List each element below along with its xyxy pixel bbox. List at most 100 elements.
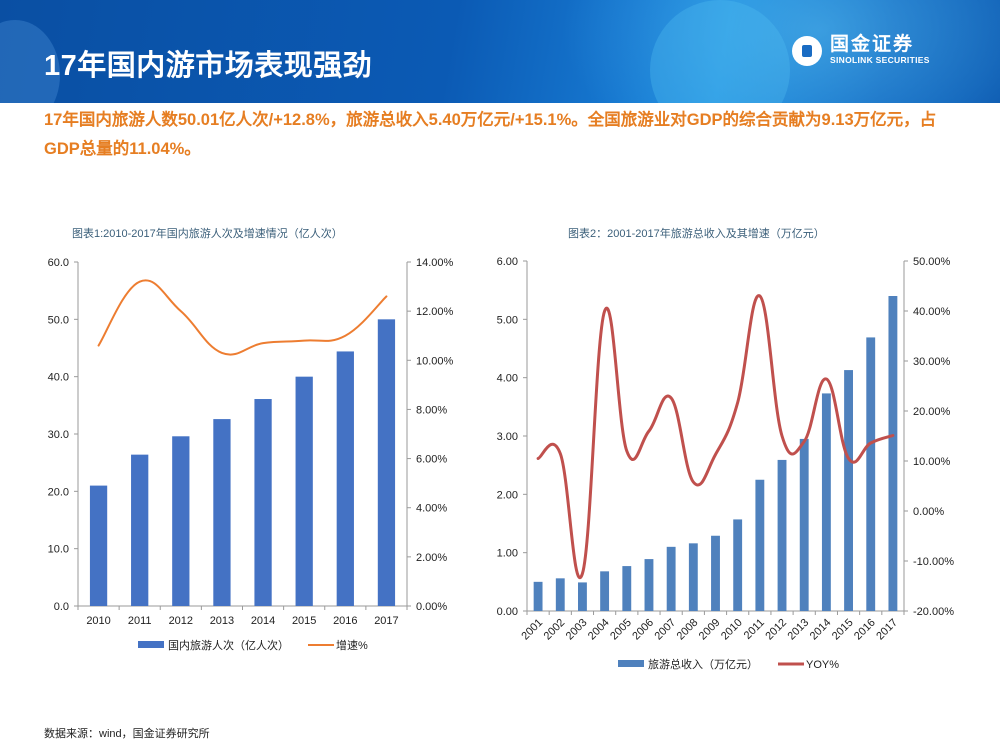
chart2-bar: [777, 459, 787, 611]
chart1-right-tick-label: 10.00%: [416, 355, 454, 367]
chart1-tourists: 0.0 10.0 20.0 30.0 40.0 50.0 60.0 0.00% 2.00% 4.0…: [48, 257, 454, 652]
chart2-right-tick-label: 30.00%: [913, 356, 951, 368]
chart1-legend-bar-label: 国内旅游人次（亿人次）: [168, 638, 289, 652]
chart2-x-label: 2004: [586, 617, 612, 643]
logo-name-cn: 国金证券: [830, 34, 915, 55]
chart1-bar: [254, 399, 272, 606]
chart1-left-tick-label: 40.0: [48, 372, 69, 384]
header-banner: 17年国内游市场表现强劲 国金证券 SINOLINK SECURITIES: [0, 0, 1000, 103]
banner-decoration: [560, 0, 1000, 103]
chart1-x-label: 2012: [169, 615, 193, 627]
chart1-right-tick-label: 8.00%: [416, 404, 447, 416]
logo-name-en: SINOLINK SECURITIES: [830, 55, 930, 65]
chart2-revenue: 0.00 1.00 2.00 3.00 4.00 5.00 6.00 -20.00% -10.0…: [497, 256, 955, 671]
chart1-left-tick-label: 30.0: [48, 429, 69, 441]
chart2-left-tick-label: 0.00: [497, 606, 518, 618]
chart1-right-tick-label: 6.00%: [416, 454, 447, 466]
chart2-x-label: 2017: [874, 617, 900, 643]
chart1-bar: [336, 351, 354, 606]
chart1-bar: [131, 454, 149, 606]
chart2-left-tick-label: 3.00: [497, 431, 518, 443]
chart2-bar: [578, 582, 587, 611]
chart2-legend-bar-label: 旅游总收入（万亿元）: [648, 657, 758, 671]
data-source: 数据来源：wind，国金证券研究所: [44, 728, 210, 740]
chart2-x-label: 2009: [697, 617, 723, 643]
chart2-left-tick-label: 4.00: [497, 373, 518, 385]
chart1-left-tick-label: 10.0: [48, 544, 69, 556]
chart1-right-tick-label: 0.00%: [416, 601, 447, 613]
chart2-bar: [755, 479, 765, 611]
chart1-right-tick-label: 2.00%: [416, 552, 447, 564]
chart1-right-tick-label: 12.00%: [416, 306, 454, 318]
chart1-bar: [172, 436, 190, 606]
chart1-left-tick-label: 60.0: [48, 257, 69, 269]
chart1-x-label: 2016: [333, 615, 357, 627]
chart2-left-tick-label: 1.00: [497, 548, 518, 560]
chart2-bar: [733, 519, 743, 611]
chart1-legend-line-label: 增速%: [336, 638, 368, 652]
chart1-legend-bar-swatch: [138, 641, 164, 648]
chart2-left-tick-label: 5.00: [497, 314, 518, 326]
summary-text: 17年国内旅游人数50.01亿人次/+12.8%，旅游总收入5.40万亿元/+1…: [44, 111, 937, 158]
chart2-bar: [533, 581, 543, 611]
chart2-bar: [866, 337, 876, 611]
chart1-bar: [377, 319, 396, 606]
chart2-bar: [711, 535, 720, 611]
chart2-bar: [600, 571, 610, 611]
chart2-x-label: 2005: [608, 617, 634, 643]
chart2-right-tick-label: 40.00%: [913, 306, 951, 318]
chart2-x-label: 2007: [652, 617, 678, 643]
chart1-x-label: 2010: [86, 615, 110, 627]
chart2-bar: [688, 543, 698, 611]
chart2-x-label: 2001: [519, 617, 545, 643]
chart1-right-tick-label: 14.00%: [416, 257, 454, 269]
chart2-right-tick-label: -10.00%: [913, 556, 954, 568]
chart2-right-tick-label: 10.00%: [913, 456, 951, 468]
page-title: 17年国内游市场表现强劲: [44, 50, 373, 82]
chart2-x-label: 2010: [719, 617, 745, 643]
chart2-right-tick-label: 50.00%: [913, 256, 951, 268]
company-logo: 国金证券 SINOLINK SECURITIES: [792, 35, 930, 66]
chart2-x-label: 2014: [808, 617, 834, 643]
chart1-bar: [295, 376, 313, 606]
chart2-bar: [844, 370, 853, 611]
chart1-left-tick-label: 0.0: [54, 601, 69, 613]
chart2-x-label: 2012: [763, 617, 789, 643]
chart2-bar: [666, 546, 676, 611]
chart1-right-tick-label: 4.00%: [416, 503, 447, 515]
chart2-bar: [888, 296, 898, 611]
chart1-left-tick-label: 20.0: [48, 486, 69, 498]
chart2-x-label: 2015: [830, 617, 856, 643]
chart2-left-tick-label: 2.00: [497, 489, 518, 501]
logo-icon: [792, 35, 822, 66]
chart2-x-label: 2011: [742, 617, 767, 642]
chart2-x-label: 2002: [542, 617, 568, 643]
chart2-line-series: [536, 294, 895, 579]
chart1-title: 图表1:2010-2017年国内旅游人次及增速情况（亿人次）: [72, 228, 343, 240]
chart2-right-tick-label: -20.00%: [913, 606, 954, 618]
chart2-bar: [555, 578, 565, 611]
chart2-x-label: 2013: [786, 617, 812, 643]
chart2-right-tick-label: 0.00%: [913, 506, 944, 518]
chart2-bar: [821, 393, 831, 611]
chart1-x-label: 2014: [251, 615, 275, 627]
chart1-x-label: 2011: [128, 615, 152, 627]
chart2-x-label: 2006: [630, 617, 656, 643]
chart2-x-label: 2003: [564, 617, 590, 643]
chart2-legend-bar-swatch: [618, 660, 644, 667]
chart1-bar: [89, 485, 108, 606]
banner-decoration: [650, 0, 790, 103]
chart2-x-label: 2008: [675, 617, 701, 643]
chart1-x-label: 2015: [292, 615, 316, 627]
chart1-bar: [213, 419, 231, 606]
chart2-title: 图表2：2001-2017年旅游总收入及其增速（万亿元）: [568, 228, 825, 240]
chart2-bar: [622, 566, 632, 611]
chart1-x-label: 2013: [210, 615, 234, 627]
chart1-line-series: [97, 279, 388, 356]
chart2-x-label: 2016: [852, 617, 878, 643]
chart2-bar: [799, 438, 809, 611]
chart2-left-tick-label: 6.00: [497, 256, 518, 268]
chart2-legend-line-label: YOY%: [806, 659, 839, 671]
chart1-left-tick-label: 50.0: [48, 314, 69, 326]
chart2-bar: [644, 559, 654, 611]
